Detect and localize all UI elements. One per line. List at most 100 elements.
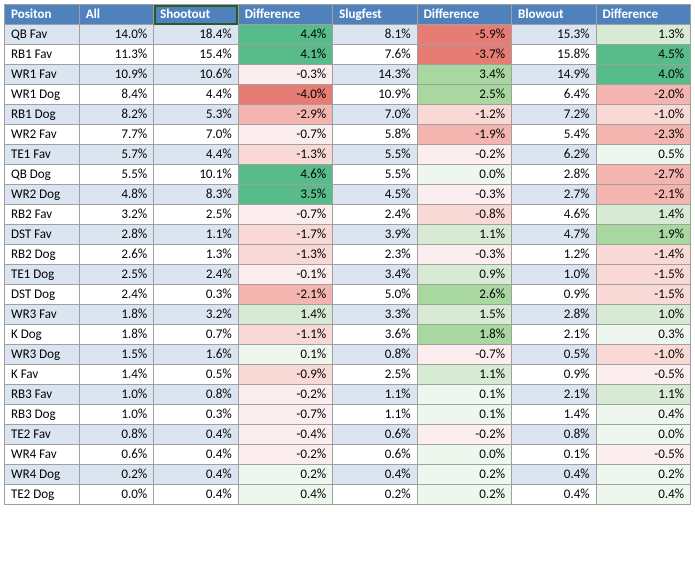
diff-cell: -1.5%: [596, 265, 691, 285]
shootout-cell: 7.0%: [154, 125, 239, 145]
all-cell: 2.8%: [79, 225, 153, 245]
diff-cell: 1.1%: [596, 385, 691, 405]
table-row: WR4 Fav0.6%0.4%-0.2%0.6%0.0%0.1%-0.5%: [5, 445, 691, 465]
diff-cell: -2.3%: [596, 125, 691, 145]
diff-cell: -0.7%: [238, 125, 332, 145]
slugfest-cell: 7.6%: [333, 45, 417, 65]
shootout-cell: 2.4%: [154, 265, 239, 285]
diff-cell: -1.3%: [238, 245, 332, 265]
shootout-cell: 4.4%: [154, 85, 239, 105]
shootout-cell: 1.3%: [154, 245, 239, 265]
slugfest-cell: 1.1%: [333, 385, 417, 405]
col-header[interactable]: Difference: [417, 5, 511, 25]
diff-cell: 0.1%: [417, 405, 511, 425]
diff-cell: 2.5%: [417, 85, 511, 105]
position-cell: WR2 Dog: [5, 185, 80, 205]
table-row: QB Fav14.0%18.4%4.4%8.1%-5.9%15.3%1.3%: [5, 25, 691, 45]
position-cell: WR4 Dog: [5, 465, 80, 485]
diff-cell: -0.2%: [417, 145, 511, 165]
diff-cell: 0.9%: [417, 265, 511, 285]
header-row: PositonAllShootoutDifferenceSlugfestDiff…: [5, 5, 691, 25]
position-cell: K Dog: [5, 325, 80, 345]
all-cell: 1.8%: [79, 305, 153, 325]
diff-cell: -0.4%: [238, 425, 332, 445]
slugfest-cell: 3.6%: [333, 325, 417, 345]
all-cell: 0.2%: [79, 465, 153, 485]
all-cell: 5.5%: [79, 165, 153, 185]
diff-cell: 1.1%: [417, 365, 511, 385]
all-cell: 14.0%: [79, 25, 153, 45]
diff-cell: 0.2%: [238, 465, 332, 485]
position-cell: TE1 Dog: [5, 265, 80, 285]
col-header[interactable]: Blowout: [512, 5, 596, 25]
position-cell: WR4 Fav: [5, 445, 80, 465]
diff-cell: -2.7%: [596, 165, 691, 185]
slugfest-cell: 14.3%: [333, 65, 417, 85]
table-row: TE2 Dog0.0%0.4%0.4%0.2%0.2%0.4%0.4%: [5, 485, 691, 505]
position-cell: RB3 Fav: [5, 385, 80, 405]
position-cell: RB1 Fav: [5, 45, 80, 65]
diff-cell: -0.2%: [238, 385, 332, 405]
slugfest-cell: 2.5%: [333, 365, 417, 385]
diff-cell: 0.3%: [596, 325, 691, 345]
all-cell: 8.4%: [79, 85, 153, 105]
diff-cell: -2.0%: [596, 85, 691, 105]
shootout-cell: 3.2%: [154, 305, 239, 325]
blowout-cell: 2.1%: [512, 385, 596, 405]
col-header[interactable]: All: [79, 5, 153, 25]
blowout-cell: 14.9%: [512, 65, 596, 85]
shootout-cell: 10.1%: [154, 165, 239, 185]
diff-cell: -1.5%: [596, 285, 691, 305]
diff-cell: -1.9%: [417, 125, 511, 145]
col-header[interactable]: Difference: [238, 5, 332, 25]
table-row: RB3 Fav1.0%0.8%-0.2%1.1%0.1%2.1%1.1%: [5, 385, 691, 405]
diff-cell: -1.0%: [596, 105, 691, 125]
diff-cell: -1.2%: [417, 105, 511, 125]
slugfest-cell: 0.2%: [333, 485, 417, 505]
diff-cell: 0.4%: [596, 485, 691, 505]
position-cell: WR2 Fav: [5, 125, 80, 145]
blowout-cell: 4.7%: [512, 225, 596, 245]
shootout-cell: 0.4%: [154, 445, 239, 465]
all-cell: 2.6%: [79, 245, 153, 265]
shootout-cell: 8.3%: [154, 185, 239, 205]
diff-cell: 1.3%: [596, 25, 691, 45]
diff-cell: 4.0%: [596, 65, 691, 85]
table-row: RB2 Fav3.2%2.5%-0.7%2.4%-0.8%4.6%1.4%: [5, 205, 691, 225]
blowout-cell: 2.7%: [512, 185, 596, 205]
shootout-cell: 10.6%: [154, 65, 239, 85]
col-header[interactable]: Slugfest: [333, 5, 417, 25]
table-row: K Dog1.8%0.7%-1.1%3.6%1.8%2.1%0.3%: [5, 325, 691, 345]
col-header[interactable]: Positon: [5, 5, 80, 25]
position-cell: WR1 Fav: [5, 65, 80, 85]
blowout-cell: 15.3%: [512, 25, 596, 45]
blowout-cell: 0.5%: [512, 345, 596, 365]
all-cell: 0.8%: [79, 425, 153, 445]
all-cell: 5.7%: [79, 145, 153, 165]
all-cell: 1.0%: [79, 385, 153, 405]
col-header[interactable]: Difference: [596, 5, 691, 25]
diff-cell: 1.9%: [596, 225, 691, 245]
all-cell: 1.8%: [79, 325, 153, 345]
diff-cell: -0.9%: [238, 365, 332, 385]
diff-cell: -0.5%: [596, 445, 691, 465]
shootout-cell: 0.4%: [154, 465, 239, 485]
all-cell: 2.5%: [79, 265, 153, 285]
col-header[interactable]: Shootout: [154, 5, 239, 25]
table-row: WR4 Dog0.2%0.4%0.2%0.4%0.2%0.4%0.2%: [5, 465, 691, 485]
diff-cell: 4.6%: [238, 165, 332, 185]
all-cell: 4.8%: [79, 185, 153, 205]
diff-cell: -0.3%: [417, 245, 511, 265]
diff-cell: 1.1%: [417, 225, 511, 245]
slugfest-cell: 5.0%: [333, 285, 417, 305]
table-body: QB Fav14.0%18.4%4.4%8.1%-5.9%15.3%1.3%RB…: [5, 25, 691, 505]
diff-cell: 1.5%: [417, 305, 511, 325]
diff-cell: 0.5%: [596, 145, 691, 165]
shootout-cell: 1.6%: [154, 345, 239, 365]
position-cell: TE1 Fav: [5, 145, 80, 165]
all-cell: 0.0%: [79, 485, 153, 505]
table-row: WR2 Dog4.8%8.3%3.5%4.5%-0.3%2.7%-2.1%: [5, 185, 691, 205]
diff-cell: -1.4%: [596, 245, 691, 265]
diff-cell: 4.1%: [238, 45, 332, 65]
table-row: DST Fav2.8%1.1%-1.7%3.9%1.1%4.7%1.9%: [5, 225, 691, 245]
